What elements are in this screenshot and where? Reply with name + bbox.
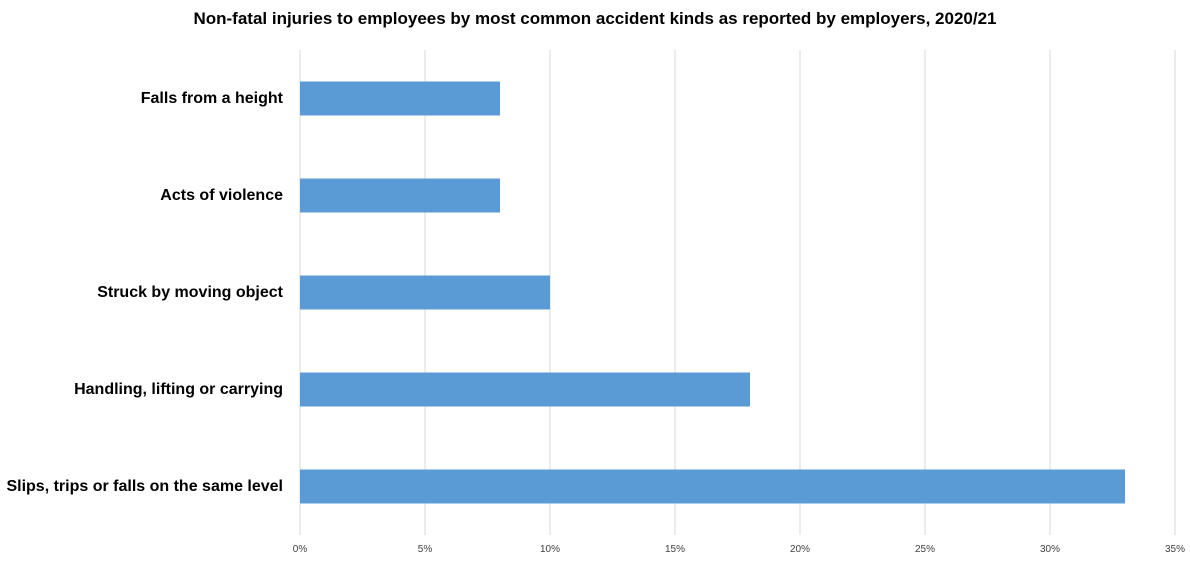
category-label: Handling, lifting or carrying xyxy=(74,381,283,398)
bar xyxy=(300,178,500,213)
chart-title: Non-fatal injuries to employees by most … xyxy=(193,9,997,28)
category-label: Falls from a height xyxy=(141,90,284,107)
x-tick-label: 35% xyxy=(1165,544,1185,555)
bars xyxy=(300,81,1125,504)
x-tick-label: 0% xyxy=(293,544,308,555)
bar xyxy=(300,275,550,310)
x-tick-label: 15% xyxy=(665,544,685,555)
x-tick-label: 20% xyxy=(790,544,810,555)
x-tick-label: 25% xyxy=(915,544,935,555)
x-tick-label: 10% xyxy=(540,544,560,555)
category-labels: Falls from a height Acts of violence Struc… xyxy=(6,90,283,495)
category-label: Slips, trips or falls on the same level xyxy=(6,478,283,495)
x-tick-label: 5% xyxy=(418,544,433,555)
category-label: Struck by moving object xyxy=(97,284,283,301)
bar xyxy=(300,372,750,407)
bar xyxy=(300,81,500,116)
bar xyxy=(300,469,1125,504)
x-axis-tick-labels: 0% 5% 10% 15% 20% 25% 30% 35% xyxy=(293,544,1185,555)
x-tick-label: 30% xyxy=(1040,544,1060,555)
category-label: Acts of violence xyxy=(160,187,283,204)
